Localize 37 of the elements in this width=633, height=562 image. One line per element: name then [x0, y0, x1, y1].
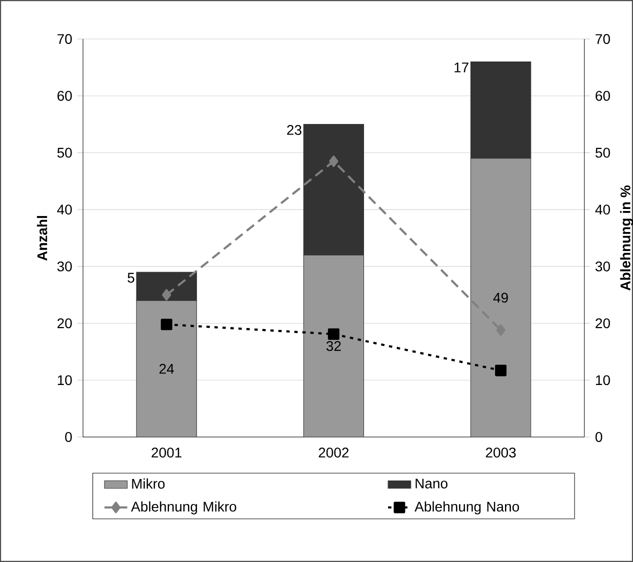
point [496, 324, 506, 336]
y2-tick-label: 50 [596, 148, 610, 158]
y-tick-label: 30 [57, 261, 72, 272]
data-label: 17 [454, 62, 468, 72]
point [328, 328, 340, 340]
legend-label: Nano [416, 478, 448, 488]
y-tick-label: 40 [57, 204, 72, 215]
legend-label: Ablehnung Nano [414, 501, 520, 514]
point [160, 318, 172, 330]
point [162, 289, 172, 301]
data-label: 24 [159, 364, 174, 374]
y2-tick-label: 20 [596, 318, 610, 328]
legend-label: Ablehnung Mikro [131, 501, 236, 514]
data-label: 32 [326, 341, 341, 351]
y2-tick-label: 40 [595, 204, 610, 215]
y-tick-label: 10 [58, 375, 72, 386]
data-label: 5 [128, 272, 134, 283]
y2-tick-label: 70 [596, 34, 610, 44]
data-label: 49 [493, 292, 508, 303]
y-tick-label: 60 [58, 90, 72, 101]
x-tick-label: 2003 [486, 448, 516, 458]
point [495, 364, 507, 376]
x-tick-label: 2002 [318, 448, 349, 458]
x-tick-label: 2001 [152, 448, 182, 458]
y2-tick-label: 10 [596, 375, 610, 386]
y-tick-label: 20 [58, 318, 72, 328]
point [329, 156, 338, 167]
y-tick-label: 0 [65, 432, 72, 442]
y2-tick-label: 60 [596, 90, 610, 101]
y2-axis-title: Ablehnung in % [620, 186, 633, 291]
y2-tick-label: 30 [595, 261, 610, 272]
y-tick-label: 70 [58, 34, 72, 44]
y2-tick-label: 0 [596, 432, 602, 442]
y-axis-title: Anzahl [36, 216, 48, 261]
y-tick-label: 50 [57, 148, 72, 158]
data-label: 23 [287, 125, 302, 135]
legend-label: Mikro [132, 478, 165, 489]
